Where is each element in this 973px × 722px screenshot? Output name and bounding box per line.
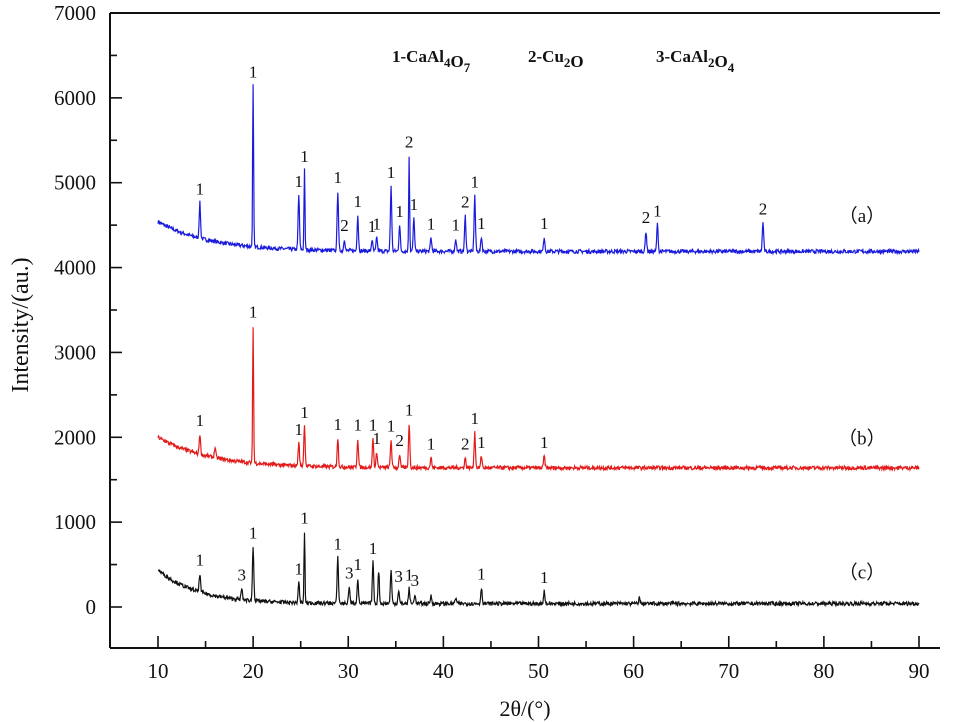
series-layer: （a） （b） （c） [157, 84, 920, 608]
peak-label: 1 [540, 433, 549, 452]
peak-label: 1 [477, 214, 486, 233]
peak-label: 3 [237, 566, 246, 585]
peak-label: 2 [405, 132, 414, 151]
x-tick-label: 10 [148, 659, 169, 683]
peak-label: 1 [196, 411, 205, 430]
peak-label: 1 [451, 216, 460, 235]
y-tick-label: 4000 [54, 256, 96, 280]
peak-label: 1 [405, 565, 414, 584]
peak-label: 3 [394, 567, 403, 586]
peak-label: 1 [405, 400, 414, 419]
x-tick-label: 70 [718, 659, 739, 683]
peak-label: 1 [295, 559, 304, 578]
xrd-pattern-b [157, 327, 920, 473]
peak-label: 1 [387, 416, 396, 435]
peak-label: 1 [300, 147, 309, 166]
y-tick-label: 6000 [54, 86, 96, 110]
peak-label: 1 [354, 415, 363, 434]
x-tick-label: 90 [909, 659, 930, 683]
peak-label: 1 [410, 195, 419, 214]
peak-label: 2 [642, 208, 651, 227]
peak-label: 1 [653, 201, 662, 220]
peak-label: 1 [471, 409, 480, 428]
peak-label: 1 [249, 523, 258, 542]
peak-label: 2 [461, 435, 470, 454]
peak-label: 1 [249, 302, 258, 321]
y-tick-label: 2000 [54, 425, 96, 449]
peak-label: 1 [540, 568, 549, 587]
x-tick-label: 50 [528, 659, 549, 683]
peak-label: 2 [340, 216, 349, 235]
peak-label: 1 [354, 192, 363, 211]
peak-label: 1 [354, 555, 363, 574]
peak-label: 1 [471, 172, 480, 191]
peak-label: 1 [369, 539, 378, 558]
x-axis: 10 20 30 40 50 60 70 80 90 [148, 636, 930, 683]
xrd-pattern-a [157, 84, 920, 256]
x-tick-label: 60 [623, 659, 644, 683]
peak-label: 2 [759, 200, 768, 219]
peak-label: 1 [300, 509, 309, 528]
y-tick-label: 1000 [54, 510, 96, 534]
peak-label: 1 [295, 420, 304, 439]
legend-entry-3: 3-CaAl2O4 [656, 47, 735, 75]
y-axis: 0 1000 2000 3000 4000 5000 6000 7000 [54, 1, 122, 619]
peak-label: 1 [334, 168, 343, 187]
peak-label: 1 [249, 62, 258, 81]
x-tick-label: 30 [338, 659, 359, 683]
series-label: （a） [839, 205, 885, 227]
x-tick-label: 20 [243, 659, 264, 683]
plot-frame [109, 12, 940, 649]
peak-label: 2 [395, 431, 404, 450]
y-axis-title: Intensity/(au.) [8, 257, 34, 392]
legend-entry-1: 1-CaAl4O7 [392, 47, 471, 75]
peak-label: 1 [395, 202, 404, 221]
y-tick-label: 0 [86, 595, 97, 619]
peak-label: 2 [461, 193, 470, 212]
peak-label: 1 [387, 163, 396, 182]
phase-legend: 1-CaAl4O7 2-Cu2O 3-CaAl2O4 [392, 47, 735, 75]
peak-label: 1 [196, 180, 205, 199]
x-tick-label: 40 [433, 659, 454, 683]
peak-label: 1 [300, 403, 309, 422]
x-tick-label: 80 [813, 659, 834, 683]
peak-label: 1 [540, 214, 549, 233]
peak-label: 1 [477, 564, 486, 583]
peak-label: 3 [411, 571, 420, 590]
peak-label: 1 [295, 172, 304, 191]
y-tick-label: 7000 [54, 1, 96, 25]
peak-label: 1 [368, 217, 377, 236]
peak-label: 1 [427, 434, 436, 453]
series-label: （b） [838, 427, 886, 449]
legend-entry-2: 2-Cu2O [528, 47, 584, 71]
xrd-pattern-c [157, 532, 920, 608]
peak-label: 1 [477, 433, 486, 452]
peak-label: 1 [334, 415, 343, 434]
y-tick-label: 3000 [54, 340, 96, 364]
peak-label: 1 [369, 415, 378, 434]
peak-label: 1 [334, 534, 343, 553]
peak-label: 1 [427, 215, 436, 234]
peak-label: 1 [196, 550, 205, 569]
peak-label: 3 [345, 563, 354, 582]
peak-label: 1 [373, 429, 382, 448]
peak-label: 1 [373, 214, 382, 233]
y-tick-label: 5000 [54, 171, 96, 195]
x-axis-title: 2θ/(°) [499, 696, 550, 721]
series-label: （c） [839, 561, 885, 583]
